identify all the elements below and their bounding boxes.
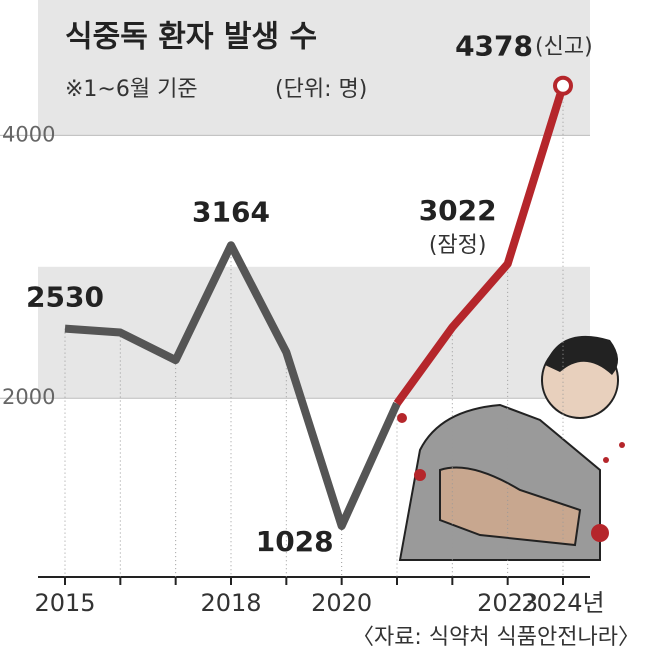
x-tick-label: 2018	[200, 589, 261, 617]
illustration	[397, 335, 625, 561]
value-label: 2530	[26, 281, 104, 314]
chart-title: 식중독 환자 발생 수	[65, 20, 317, 55]
source: 〈자료: 식약처 식품안전나라〉	[352, 625, 640, 650]
illustration-hair	[545, 335, 619, 375]
subtitle: ※1~6월 기준	[65, 77, 198, 102]
virus	[619, 442, 625, 448]
line	[393, 84, 567, 406]
x-tick-label: 2023	[477, 589, 538, 617]
end-marker	[553, 75, 573, 96]
virus	[603, 457, 609, 463]
y-tick-label: 4000	[2, 122, 55, 146]
band	[38, 0, 590, 136]
line	[64, 241, 401, 531]
virus	[397, 413, 407, 423]
annotation: (잠정)	[429, 233, 487, 258]
x-tick-label: 2020	[311, 589, 372, 617]
value-label: 3022	[419, 194, 497, 227]
virus	[591, 524, 609, 542]
value-label: 4378	[455, 30, 533, 63]
annotation: (신고)	[535, 35, 593, 60]
virus	[414, 469, 426, 481]
value-label: 1028	[256, 525, 334, 558]
unit-note: (단위: 명)	[275, 77, 367, 102]
y-tick-label: 2000	[2, 385, 55, 409]
x-tick-label: 2024년	[521, 589, 604, 617]
band	[38, 266, 590, 399]
illustration-arm	[439, 466, 582, 547]
x-tick-label: 2015	[34, 589, 95, 617]
value-label: 3164	[192, 195, 270, 228]
